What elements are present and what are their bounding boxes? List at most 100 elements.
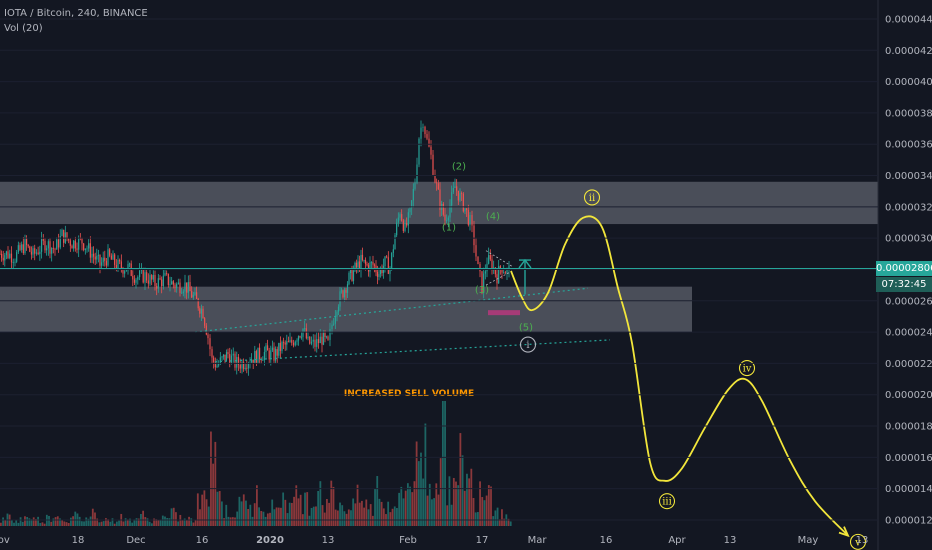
candle-body [297,336,300,341]
pennant-lower [485,270,513,286]
candle-body [176,284,178,289]
candle-body [447,217,449,221]
volume-bar [185,519,188,526]
x-tick-label: 13 [724,535,737,546]
candle [205,323,207,336]
volume-bar [61,520,64,526]
volume-bar [183,518,186,526]
volume-indicator-label[interactable]: Vol (20) [4,23,43,34]
candle-body [26,238,28,245]
volume-bar [396,507,398,526]
candle [296,338,298,346]
candle-body [151,275,153,280]
candle [449,199,451,222]
candle [361,247,364,262]
volume-bar [435,483,438,526]
candle-body [244,367,246,369]
volume-bar [256,485,258,526]
candle-body [181,292,183,294]
candle [26,235,28,251]
candle [491,254,493,275]
volume-bar [312,506,315,526]
candle [88,239,90,252]
candle-body [322,332,325,345]
candle-body [278,342,280,356]
candle [135,277,137,289]
volume-bar [245,500,247,526]
candle-body [213,357,215,363]
candle-body [147,280,149,284]
circle-label-text: i [526,340,529,351]
candle [34,244,36,261]
candle [283,337,285,350]
candle [498,259,500,284]
candle [343,287,346,302]
candle-body [296,340,298,342]
candle-body [221,356,223,358]
candle [317,332,320,349]
volume-bar [288,502,291,526]
resistance-zone [0,181,878,225]
volume-bar [487,485,490,526]
candle [199,306,201,318]
x-tick-label: Feb [399,535,417,546]
candle-body [164,273,166,276]
candle-body [471,214,473,226]
x-tick-label: 13 [856,535,869,546]
candle-body [114,254,116,265]
volume-bar [317,491,320,526]
candle-body [336,311,338,317]
candle [436,178,438,191]
volume-bar [334,509,337,526]
candle [171,277,173,285]
candle-body [289,340,291,342]
candle-body [66,232,68,240]
candle-body [491,259,493,271]
volume-bar [310,507,313,526]
candle-body [101,262,103,266]
candle-body [117,259,119,269]
candle-body [309,336,311,344]
candle [194,287,196,296]
candle-body [488,255,490,264]
candle-body [279,342,281,351]
candle-body [501,269,503,273]
volume-bar [242,494,245,526]
upper-support-line [194,287,589,333]
candle-body [451,192,453,206]
candle-body [407,212,409,226]
countdown-label: 07:32:45 [876,276,932,292]
volume-bar [118,520,120,526]
candle-body [184,282,186,292]
candle [334,310,336,330]
candle-body [204,318,206,326]
candle [84,248,86,255]
candle [394,233,396,250]
candle-body [205,325,207,335]
volume-bar [212,463,215,526]
candle-body [232,353,234,356]
candle-body [97,254,99,256]
candle-body [466,208,468,211]
volume-bar [492,516,495,526]
candle-body [402,220,404,231]
candle-body [10,253,13,263]
candle [469,212,471,231]
candle-body [93,253,95,257]
candle-body [22,244,24,254]
candle-body [294,341,296,346]
candle [424,125,426,138]
candle [345,288,347,301]
candle-body [457,190,459,201]
volume-bar [361,500,363,526]
volume-bar [483,500,486,526]
candle-body [321,336,323,345]
volume-bar [32,517,35,526]
volume-bar [350,510,352,526]
candle-body [152,275,154,280]
candle [105,258,107,270]
candle-body [420,127,422,139]
candle-body [467,210,469,225]
candle [222,354,225,360]
